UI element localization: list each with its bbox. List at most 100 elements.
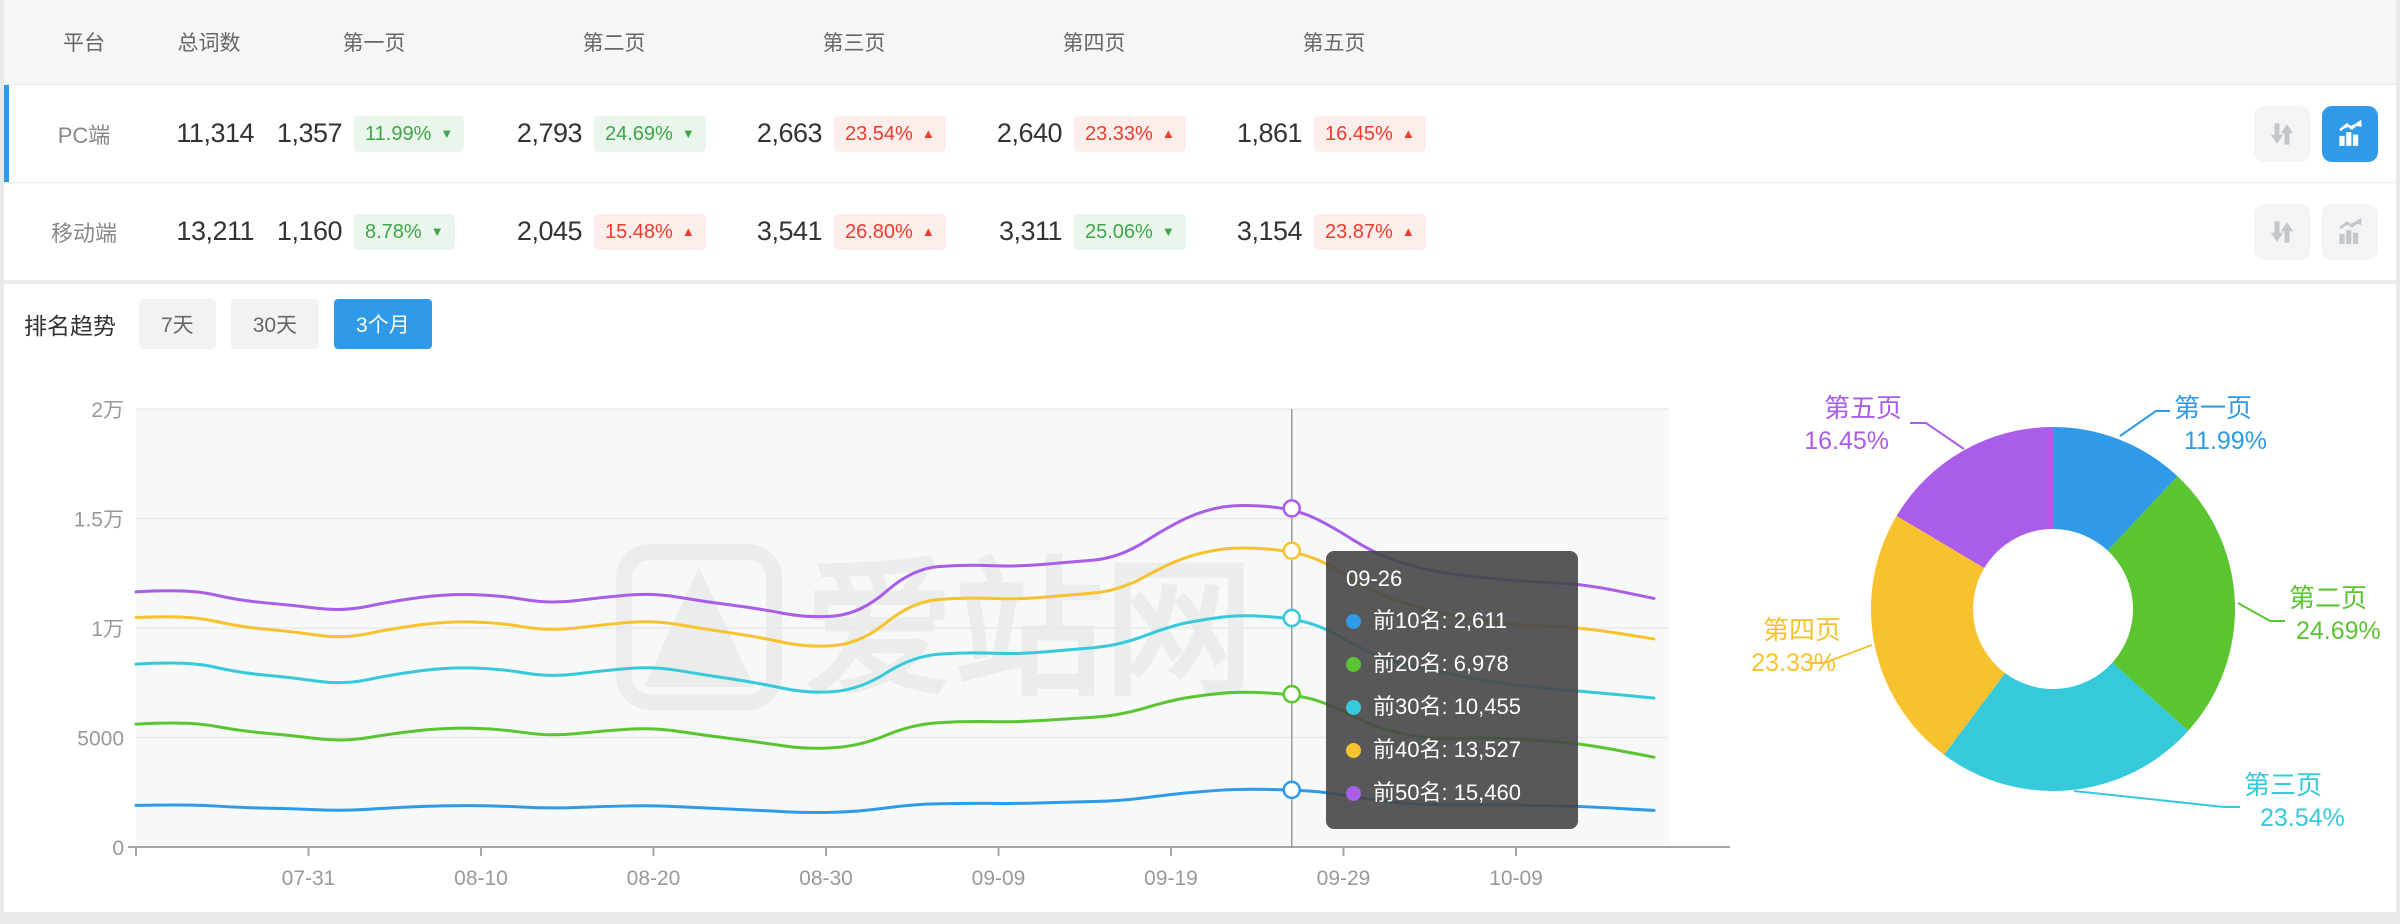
page4-count: 3,311 [998,216,1063,246]
trend-chart-icon [2339,119,2362,146]
page5-change-badge: 16.45% ▲ [1314,115,1426,152]
trend-arrow-icon: ▲ [921,126,935,141]
platform-label: 移动端 [50,220,117,246]
svg-text:08-20: 08-20 [627,867,681,890]
trend-chart-button[interactable] [2322,203,2378,260]
series-dot-top50 [1346,785,1361,801]
trend-arrow-icon: ▲ [1401,126,1415,141]
page5-count: 1,861 [1236,118,1303,148]
page3-cell: 3,541 26.80% ▲ [734,213,974,250]
table-row-pc[interactable]: PC端 11,314 1,357 11.99% ▼ 2,793 24.69% ▼ 2… [4,85,2396,183]
trend-title: 排名趋势 [24,313,116,339]
page1-cell: 1,357 11.99% ▼ [254,115,494,152]
svg-text:23.54%: 23.54% [2260,804,2345,832]
trend-arrow-icon: ▼ [681,126,695,141]
compare-button[interactable] [2254,203,2310,260]
svg-text:0: 0 [112,837,124,860]
tooltip-date: 09-26 [1346,566,1403,591]
page2-cell: 2,045 15.48% ▲ [494,213,734,250]
chart-tooltip: 09-26 前10名: 2,611 前20名: 6,978 前30名: 10,4… [1326,551,1578,830]
dashboard-card: 平台 总词数 第一页 第二页 第三页 第四页 第五页 PC端 11,314 1,… [4,0,2396,912]
page5-cell: 3,154 23.87% ▲ [1214,213,1454,250]
series-dot-top10 [1346,613,1361,629]
page2-count: 2,045 [516,216,583,246]
svg-text:24.69%: 24.69% [2296,617,2381,645]
svg-text:2万: 2万 [91,399,124,422]
svg-text:5000: 5000 [77,728,124,751]
page1-count: 1,357 [276,118,343,148]
total-words-value: 11,314 [176,118,254,148]
page2-change-badge: 24.69% ▼ [594,115,706,152]
page1-change-badge: 11.99% ▼ [354,115,465,152]
table-header-row: 平台 总词数 第一页 第二页 第三页 第四页 第五页 [4,0,2396,85]
trend-toolbar: 排名趋势 7天 30天 3个月 [24,299,432,349]
svg-text:第三页: 第三页 [2244,770,2322,800]
svg-text:09-09: 09-09 [972,867,1026,890]
svg-text:08-30: 08-30 [799,867,853,890]
page3-count: 3,541 [756,216,823,246]
page5-cell: 1,861 16.45% ▲ [1214,115,1454,152]
section-divider [4,281,2396,284]
page4-count: 2,640 [996,118,1063,148]
trend-arrow-icon: ▲ [1401,224,1415,239]
page5-count: 3,154 [1236,216,1303,246]
page4-cell: 2,640 23.33% ▲ [974,115,1214,152]
page-distribution-donut-chart[interactable]: 第一页 11.99% 第二页 24.69% 第三页 23.54% 第四页 23.33% 第五页 1… [1684,379,2400,859]
trend-chart-button[interactable] [2322,105,2378,162]
page4-change-badge: 25.06% ▼ [1074,213,1186,250]
page3-change-badge: 26.80% ▲ [834,213,946,250]
trend-arrow-icon: ▼ [1161,224,1175,239]
svg-text:16.45%: 16.45% [1804,427,1889,455]
tab-30days[interactable]: 30天 [230,299,320,349]
svg-text:10-09: 10-09 [1489,867,1543,890]
svg-text:第一页: 第一页 [2174,393,2252,423]
trend-arrow-icon: ▲ [681,224,695,239]
table-row-mobile[interactable]: 移动端 13,211 1,160 8.78% ▼ 2,045 15.48% ▲ 3,… [4,183,2396,281]
column-header-page2: 第二页 [582,32,646,55]
column-header-page5: 第五页 [1302,32,1366,55]
series-dot-top20 [1346,656,1361,672]
column-header-page4: 第四页 [1062,32,1126,55]
svg-text:23.33%: 23.33% [1751,649,1836,677]
svg-text:08-10: 08-10 [454,867,508,890]
trend-arrow-icon: ▼ [430,224,444,239]
trend-arrow-icon: ▼ [440,126,454,141]
row-actions [2236,105,2396,162]
sort-arrows-icon [2270,122,2294,145]
page3-count: 2,663 [756,118,823,148]
svg-text:1万: 1万 [91,618,124,641]
platform-label: PC端 [57,122,111,148]
page1-change-badge: 8.78% ▼ [354,213,455,250]
column-header-platform: 平台 [63,32,105,55]
page4-change-badge: 23.33% ▲ [1074,115,1186,152]
tooltip-item: 前50名: 15,460 [1346,772,1558,815]
series-dot-top40 [1346,742,1361,758]
page2-cell: 2,793 24.69% ▼ [494,115,734,152]
page4-cell: 3,311 25.06% ▼ [974,213,1214,250]
tooltip-item: 前30名: 10,455 [1346,686,1558,729]
total-words-value: 13,211 [176,216,254,246]
page2-count: 2,793 [516,118,583,148]
svg-text:第五页: 第五页 [1824,393,1902,423]
svg-text:第四页: 第四页 [1763,615,1841,645]
row-actions [2236,203,2396,260]
svg-text:07-31: 07-31 [282,867,336,890]
trend-chart-icon [2339,217,2362,244]
page3-cell: 2,663 23.54% ▲ [734,115,974,152]
tab-3months[interactable]: 3个月 [334,299,432,349]
svg-text:11.99%: 11.99% [2184,427,2267,455]
sort-arrows-icon [2270,220,2294,243]
tooltip-item: 前40名: 13,527 [1346,729,1558,772]
svg-text:第二页: 第二页 [2289,583,2367,613]
column-header-page1: 第一页 [342,32,406,55]
page5-change-badge: 23.87% ▲ [1314,213,1426,250]
tooltip-item: 前10名: 2,611 [1346,600,1558,643]
page2-change-badge: 15.48% ▲ [594,213,706,250]
tab-7days[interactable]: 7天 [139,299,216,349]
trend-arrow-icon: ▲ [921,224,935,239]
page1-cell: 1,160 8.78% ▼ [254,213,494,250]
svg-text:爱站网: 爱站网 [804,546,1254,714]
column-header-total-words: 总词数 [177,32,241,55]
compare-button[interactable] [2254,105,2310,162]
trend-arrow-icon: ▲ [1161,126,1175,141]
